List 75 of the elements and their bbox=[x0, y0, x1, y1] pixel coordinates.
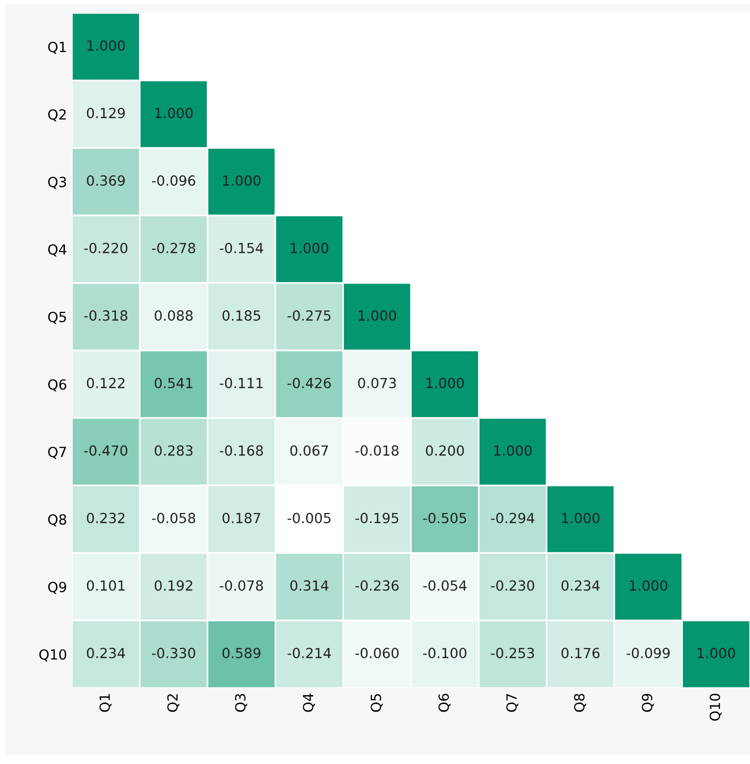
y-tick-label: Q4 bbox=[48, 244, 66, 256]
data-label: 0.067 bbox=[290, 445, 328, 456]
data-label: -0.099 bbox=[626, 648, 670, 658]
data-label: 0.234 bbox=[562, 580, 600, 591]
data-label: 1.000 bbox=[223, 175, 260, 186]
data-label: 1.000 bbox=[630, 580, 668, 591]
data-label: 1.000 bbox=[494, 445, 532, 456]
x-tick-label: Q5 bbox=[370, 694, 383, 712]
data-label: 1.000 bbox=[426, 378, 464, 388]
data-label: 0.176 bbox=[562, 648, 600, 658]
x-tick-label: Q4 bbox=[302, 694, 315, 712]
data-label: -0.230 bbox=[490, 580, 534, 591]
x-tick-label: Q7 bbox=[506, 694, 518, 712]
data-label: 0.283 bbox=[154, 445, 192, 456]
y-tick-label: Q8 bbox=[48, 514, 66, 526]
data-label: -0.426 bbox=[288, 378, 331, 388]
data-label: -0.005 bbox=[288, 512, 330, 524]
data-label: -0.214 bbox=[288, 648, 331, 658]
data-label: -0.195 bbox=[355, 512, 398, 524]
data-label: -0.060 bbox=[355, 648, 399, 658]
data-label: 1.000 bbox=[155, 108, 193, 118]
data-label: 0.187 bbox=[222, 512, 260, 524]
y-tick-label: Q10 bbox=[39, 649, 66, 662]
data-label: 0.185 bbox=[222, 310, 260, 321]
data-label: -0.505 bbox=[423, 512, 466, 524]
x-tick-label: Q1 bbox=[99, 694, 112, 712]
data-label: 0.073 bbox=[358, 378, 396, 388]
y-tick-label: Q1 bbox=[48, 42, 66, 54]
data-label: -0.058 bbox=[152, 512, 196, 524]
data-label: -0.236 bbox=[355, 580, 399, 591]
data-label: -0.154 bbox=[220, 242, 264, 254]
y-tick-label: Q7 bbox=[48, 446, 66, 459]
data-label: -0.294 bbox=[490, 512, 534, 524]
data-label: -0.220 bbox=[84, 242, 128, 254]
data-label: 1.000 bbox=[562, 512, 600, 524]
data-label: 0.101 bbox=[86, 580, 124, 591]
data-label: 0.234 bbox=[86, 648, 125, 658]
data-label: -0.111 bbox=[220, 378, 263, 388]
data-label: -0.278 bbox=[152, 242, 196, 254]
data-label: 0.232 bbox=[86, 512, 124, 524]
y-tick-label: Q5 bbox=[48, 312, 66, 324]
data-label: 1.000 bbox=[290, 242, 328, 254]
data-label: -0.100 bbox=[423, 648, 466, 658]
data-label: -0.318 bbox=[84, 310, 128, 321]
data-label: 0.129 bbox=[86, 108, 125, 118]
data-label: 1.000 bbox=[88, 40, 125, 51]
data-label: -0.018 bbox=[355, 445, 399, 456]
data-label: 0.314 bbox=[290, 580, 328, 591]
data-label: -0.096 bbox=[152, 175, 196, 186]
x-tick-label: Q2 bbox=[167, 694, 180, 712]
y-tick-label: Q6 bbox=[48, 379, 66, 392]
y-tick-label: Q3 bbox=[48, 176, 66, 189]
data-label: -0.330 bbox=[152, 648, 196, 658]
x-tick-label: Q8 bbox=[574, 694, 586, 712]
x-tick-label: Q3 bbox=[235, 694, 248, 712]
data-label: 1.000 bbox=[698, 648, 736, 658]
x-tick-label: Q9 bbox=[642, 694, 654, 712]
y-tick-label: Q2 bbox=[48, 109, 66, 122]
data-label: -0.470 bbox=[84, 445, 128, 456]
x-tick-label: Q6 bbox=[438, 694, 451, 712]
data-label: -0.168 bbox=[220, 445, 263, 456]
data-label: -0.275 bbox=[288, 310, 330, 321]
data-label: 0.200 bbox=[426, 445, 464, 456]
data-label: 0.088 bbox=[154, 310, 193, 321]
data-label: 0.192 bbox=[154, 580, 192, 591]
y-tick-label: Q9 bbox=[48, 582, 66, 594]
data-label: 0.589 bbox=[222, 648, 260, 658]
data-label: -0.078 bbox=[220, 580, 263, 591]
data-label: 0.369 bbox=[86, 175, 125, 186]
data-label: 0.541 bbox=[154, 378, 192, 388]
x-tick-label: Q10 bbox=[710, 694, 722, 721]
data-label: 1.000 bbox=[358, 310, 396, 321]
data-label: 0.122 bbox=[86, 378, 124, 388]
data-label: -0.253 bbox=[490, 648, 534, 658]
data-label: -0.054 bbox=[423, 580, 467, 591]
